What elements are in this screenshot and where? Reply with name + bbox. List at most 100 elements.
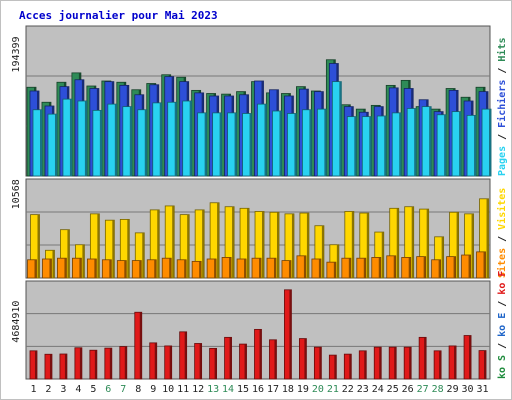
bar-shade	[381, 232, 384, 278]
legend-item-visites: Visites	[496, 188, 508, 230]
bar-shade	[304, 338, 307, 379]
x-tick-label-14: 14	[222, 384, 234, 395]
bar-shade	[247, 208, 250, 278]
bar-ko-f-day-11	[179, 331, 188, 380]
bar-shade	[139, 260, 142, 278]
bar-pages-day-9	[152, 102, 163, 177]
bar-pages-day-3	[62, 98, 73, 177]
bar-pages-day-13	[212, 112, 223, 177]
bar-shade	[279, 111, 282, 176]
bar-shade	[244, 258, 247, 278]
bar-ko-f-day-28	[433, 350, 442, 380]
bar-shade	[363, 258, 366, 278]
bar-shade	[423, 256, 426, 278]
bar-shade	[172, 205, 175, 278]
bar-shade	[97, 213, 100, 278]
chart-y-labels: 194399 10568 4684910	[11, 36, 22, 342]
legend-item-ko-f: ko F	[497, 271, 508, 295]
bar-pages-day-28	[436, 114, 447, 177]
bar-shade	[469, 335, 472, 379]
chart-panels	[25, 25, 491, 380]
bar-ko-f-day-6	[104, 347, 113, 380]
bar-shade	[426, 209, 429, 278]
bar-sites-day-8	[131, 260, 142, 279]
bar-shade	[324, 109, 327, 176]
bar-shade	[414, 108, 417, 176]
bar-sites-day-1	[27, 259, 37, 279]
bar-shade	[219, 112, 222, 176]
bar-shade	[124, 260, 127, 278]
bar-ko-f-day-20	[313, 346, 322, 380]
bar-pages-day-11	[182, 100, 193, 177]
bar-shade	[259, 329, 262, 379]
bar-sites-day-11	[176, 259, 187, 279]
bar-shade	[229, 337, 232, 379]
bar-pages-day-18	[287, 113, 297, 177]
bar-pages-day-14	[227, 112, 237, 177]
x-tick-label-26: 26	[402, 384, 414, 395]
bar-shade	[409, 347, 412, 379]
x-tick-label-15: 15	[237, 384, 249, 395]
bar-shade	[306, 213, 309, 278]
bar-shade	[142, 232, 145, 278]
x-tick-label-28: 28	[432, 384, 444, 395]
bar-ko-f-day-30	[463, 335, 472, 380]
bar-shade	[184, 331, 187, 379]
bar-sites-day-30	[461, 254, 471, 279]
bar-shade	[37, 214, 40, 278]
bar-pages-day-15	[242, 113, 252, 177]
bar-ko-f-day-3	[59, 353, 68, 380]
bar-ko-f-day-21	[328, 354, 337, 380]
legend-item-fichiers: Fichiers	[496, 80, 508, 128]
bar-shade	[379, 347, 382, 379]
bar-shade	[229, 257, 232, 278]
bar-shade	[294, 113, 297, 176]
legend-panel-2: Sites / Visites	[496, 188, 508, 278]
bar-shade	[154, 342, 157, 379]
x-tick-label-9: 9	[150, 384, 156, 395]
bar-shade	[454, 345, 457, 379]
x-tick-label-1: 1	[30, 384, 36, 395]
bar-shade	[157, 209, 160, 278]
bar-shade	[199, 343, 202, 379]
bar-shade	[84, 101, 87, 176]
bar-shade	[234, 112, 237, 176]
bar-sites-day-27	[416, 256, 427, 279]
bar-shade	[273, 258, 276, 278]
bar-pages-day-2	[47, 113, 58, 177]
bar-sites-day-24	[371, 257, 382, 279]
x-tick-label-5: 5	[90, 384, 96, 395]
x-tick-label-25: 25	[387, 384, 399, 395]
x-tick-label-12: 12	[192, 384, 204, 395]
bar-shade	[483, 251, 486, 278]
legend-panel-1: Pages / Fichiers / Hits	[496, 38, 508, 177]
bar-pages-day-23	[361, 116, 372, 177]
bar-shade	[289, 289, 292, 379]
bar-shade	[189, 101, 192, 176]
bar-ko-f-day-8	[134, 311, 143, 380]
bar-shade	[354, 116, 357, 176]
bar-shade	[489, 109, 492, 176]
bar-shade	[364, 350, 367, 379]
bar-ko-f-day-15	[239, 343, 247, 380]
bar-shade	[127, 219, 130, 278]
bar-shade	[169, 258, 172, 278]
bar-pages-day-10	[167, 101, 178, 177]
bar-sites-day-26	[401, 257, 412, 279]
bar-sites-day-29	[446, 256, 456, 279]
bar-shade	[319, 347, 322, 379]
bar-shade	[276, 212, 279, 278]
x-tick-label-11: 11	[177, 384, 189, 395]
bar-shade	[411, 206, 414, 278]
bar-shade	[187, 214, 190, 278]
bar-sites-day-4	[72, 257, 82, 279]
bar-pages-day-19	[302, 109, 312, 177]
bar-shade	[139, 312, 142, 379]
bar-sites-day-18	[281, 260, 292, 279]
legend-item-hits: Hits	[496, 38, 508, 62]
x-tick-label-18: 18	[282, 384, 294, 395]
bar-shade	[214, 258, 217, 278]
bar-shade	[64, 258, 67, 278]
x-tick-label-21: 21	[327, 384, 339, 395]
bar-sites-day-10	[161, 257, 172, 279]
